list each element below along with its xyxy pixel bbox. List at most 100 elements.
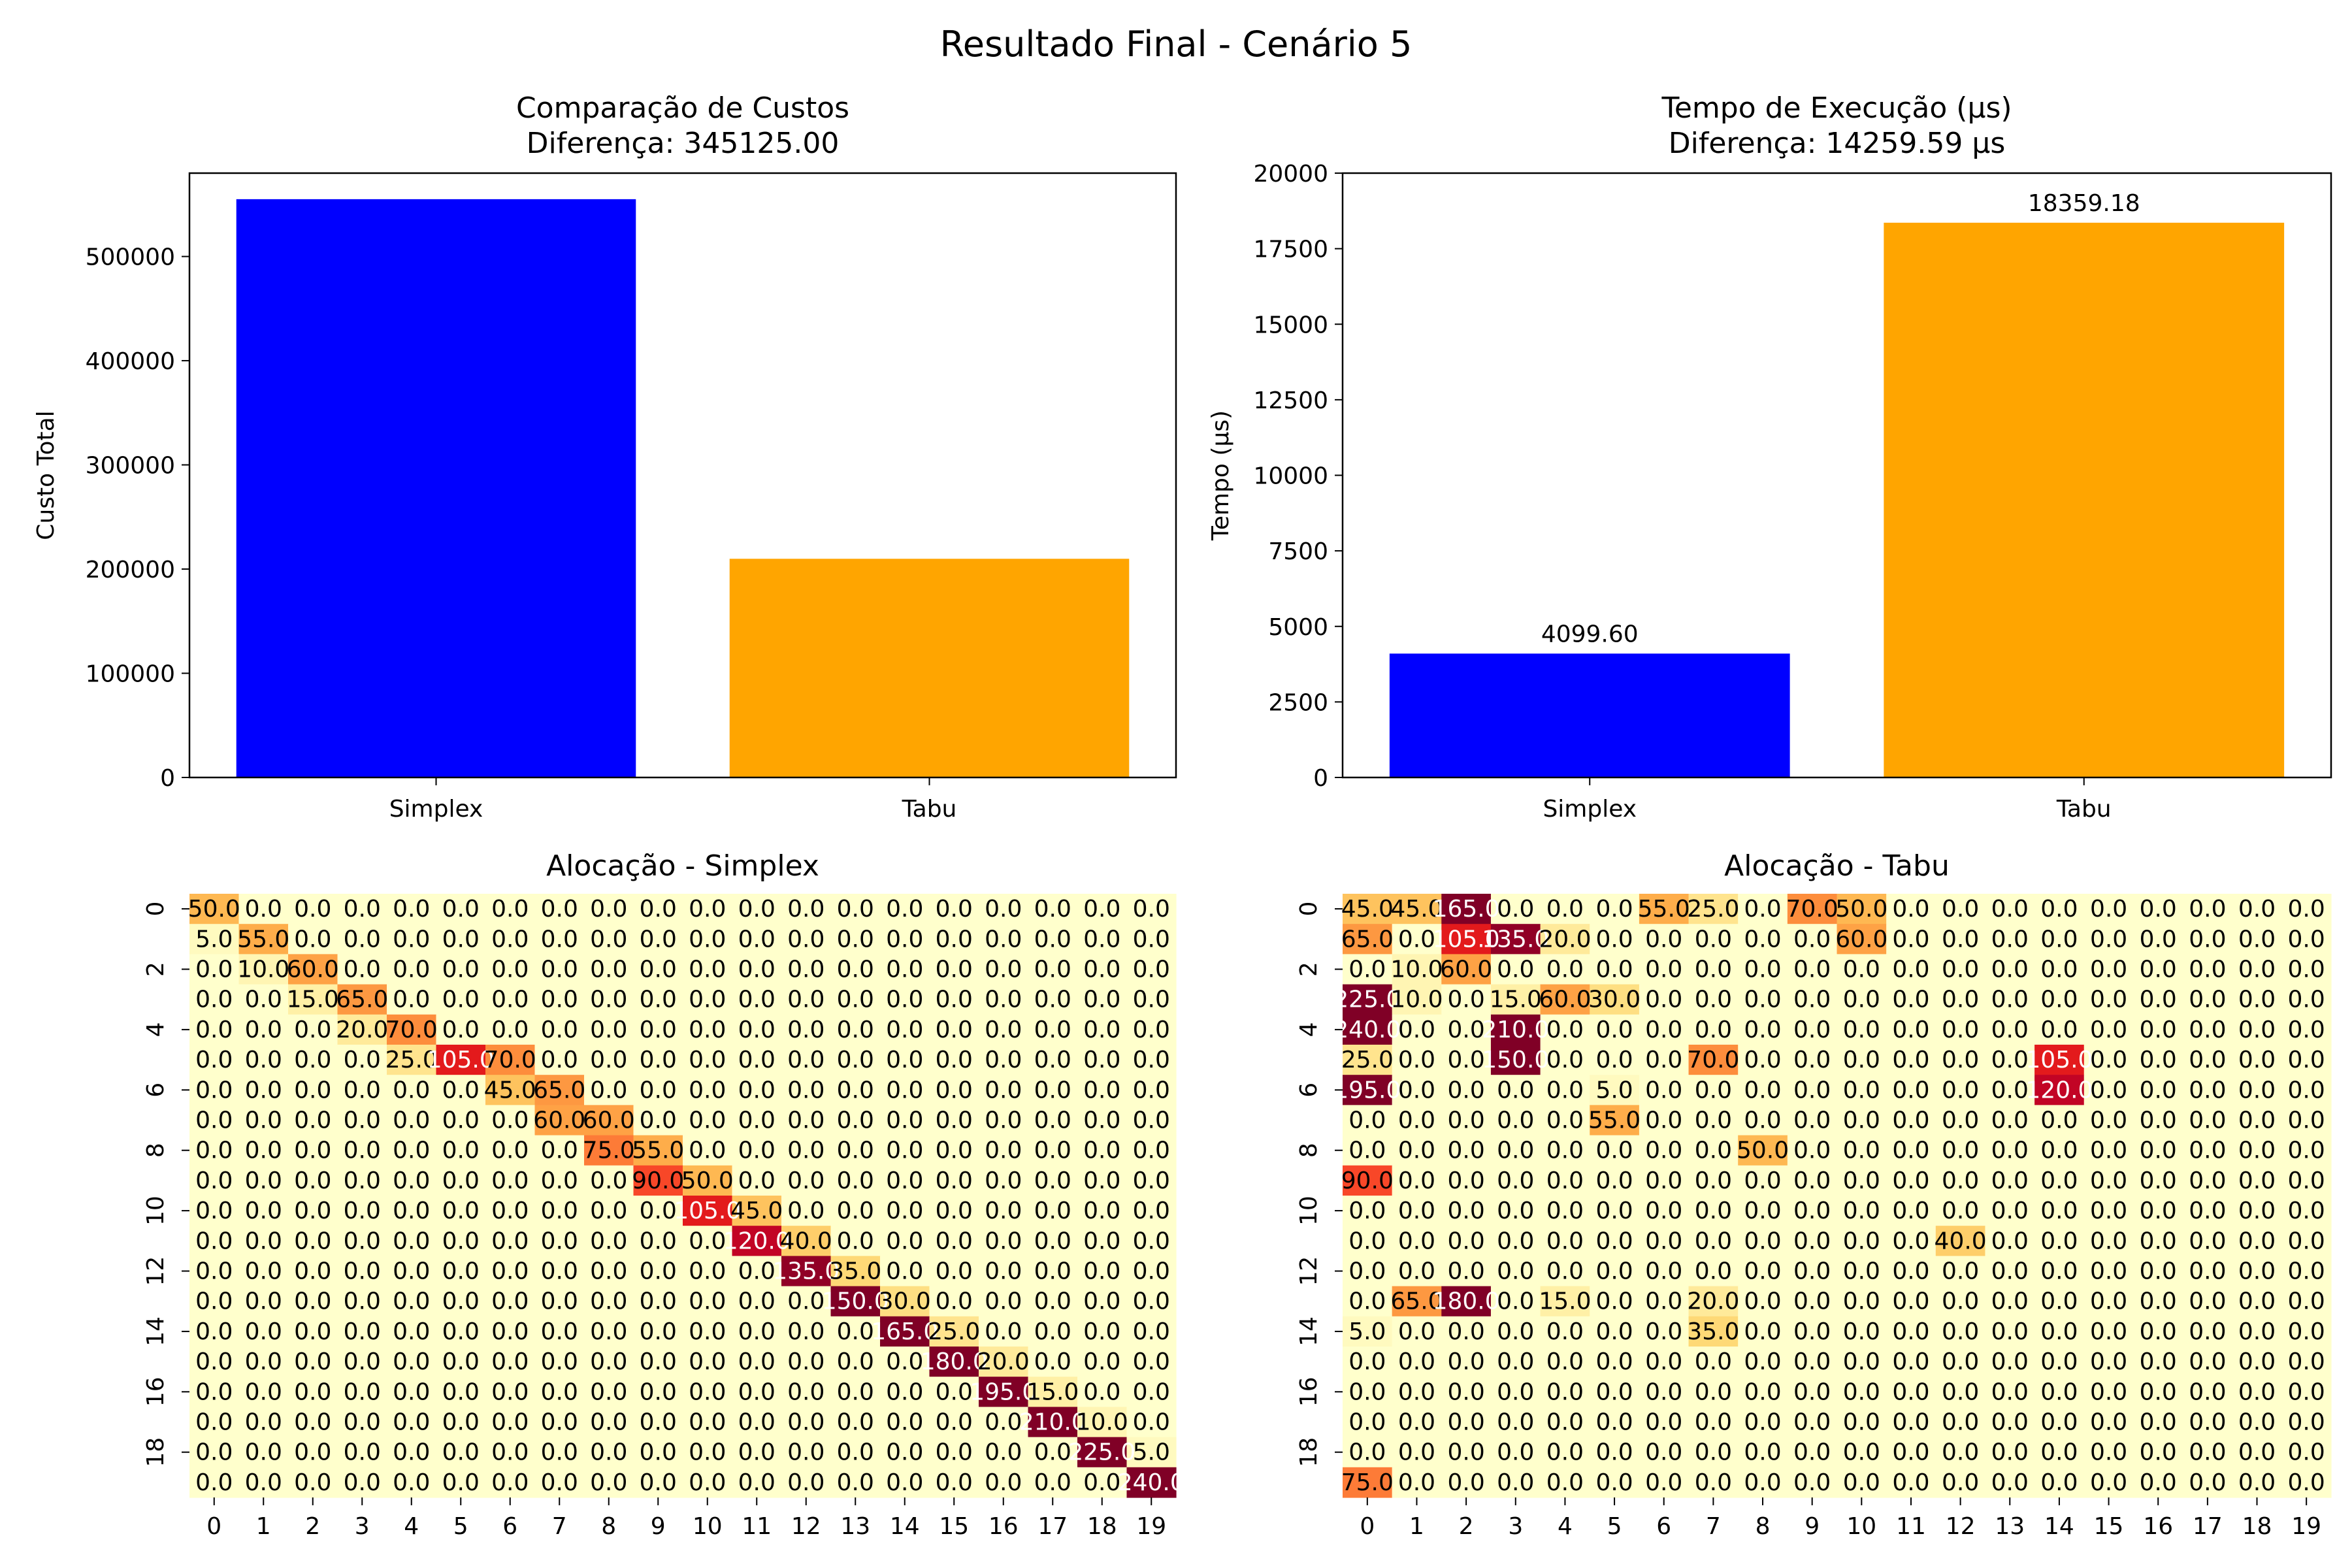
cell-value: 0.0 [2288, 1469, 2325, 1496]
cell-value: 0.0 [936, 1409, 973, 1436]
heatmap-cell [387, 1014, 437, 1045]
heatmap-cell [337, 1256, 387, 1287]
heatmap-cell [2083, 1165, 2134, 1196]
heatmap-cell [633, 1135, 683, 1166]
heatmap-cell [1126, 1347, 1177, 1377]
heatmap-cell [1935, 1105, 1986, 1136]
heatmap-cell [1985, 1226, 2035, 1256]
cell-value: 0.0 [2238, 1017, 2276, 1043]
cell-value: 0.0 [590, 1379, 627, 1405]
cell-value: 0.0 [1595, 1379, 1633, 1405]
x-tick-label: 1 [256, 1513, 271, 1540]
y-tick-label: 20000 [1253, 161, 1328, 188]
heatmap-cell [929, 894, 979, 924]
heatmap-cell [189, 954, 240, 985]
heatmap-cell [485, 1196, 536, 1226]
y-tick-label: 15000 [1253, 312, 1328, 338]
cell-value: 0.0 [2140, 1258, 2177, 1285]
heatmap-cell [880, 894, 930, 924]
heatmap-cell [387, 984, 437, 1015]
heatmap-cell [1540, 1135, 1590, 1166]
cell-value: 0.0 [2288, 1168, 2325, 1194]
heatmap-cell [2183, 1105, 2233, 1136]
cell-value: 0.0 [1744, 1348, 1781, 1375]
cell-value: 0.0 [985, 896, 1022, 923]
cell-value: 0.0 [2140, 987, 2177, 1013]
heatmap-cell [1392, 984, 1442, 1015]
heatmap-cell [633, 1437, 683, 1468]
heatmap-cell [436, 1377, 486, 1407]
cell-value: 0.0 [195, 1409, 233, 1436]
cell-value: 0.0 [442, 896, 480, 923]
cell-value: 0.0 [1942, 1288, 1979, 1315]
cell-value: 0.0 [1546, 1318, 1584, 1345]
cell-value: 0.0 [2238, 1107, 2276, 1134]
heatmap-cell [436, 1045, 486, 1075]
cell-value: 0.0 [1892, 1047, 1929, 1073]
heatmap-cell [1787, 1014, 1838, 1045]
cell-value: 0.0 [491, 1318, 529, 1345]
cell-value: 0.0 [1645, 956, 1682, 983]
cell-value: 5.0 [195, 926, 233, 953]
cell-value: 0.0 [245, 1077, 282, 1103]
cell-value: 0.0 [1546, 1168, 1584, 1194]
heatmap-cell [387, 1135, 437, 1166]
heatmap-cell [880, 1437, 930, 1468]
heatmap-cell [979, 1316, 1029, 1347]
heatmap-cell [1077, 1165, 1128, 1196]
cell-value: 0.0 [2238, 1318, 2276, 1345]
cell-value: 0.0 [738, 1288, 776, 1315]
cell-value: 0.0 [689, 926, 726, 953]
cell-value: 0.0 [1892, 956, 1929, 983]
cell-value: 0.0 [2189, 1228, 2226, 1254]
heatmap-cell [633, 924, 683, 955]
heatmap-cell [781, 1075, 832, 1105]
y-tick-label: 300000 [86, 453, 175, 480]
cell-value: 0.0 [1497, 1168, 1534, 1194]
cell-value: 0.0 [1083, 1017, 1120, 1043]
y-tick-label: 12500 [1253, 387, 1328, 414]
cell-value: 0.0 [294, 1318, 331, 1345]
cell-value: 0.0 [344, 1137, 381, 1164]
cell-value: 180.0 [921, 1348, 988, 1375]
cell-value: 0.0 [1843, 1439, 1880, 1466]
heatmap-cell [387, 1045, 437, 1075]
heatmap-cell [830, 924, 881, 955]
cell-value: 105.0 [674, 1198, 741, 1224]
heatmap-cell [238, 984, 289, 1015]
cell-value: 0.0 [541, 926, 578, 953]
heatmap-cell [2133, 1045, 2183, 1075]
heatmap-cell [337, 1316, 387, 1347]
heatmap-cell [1639, 1135, 1690, 1166]
heatmap-cell [1837, 1135, 1887, 1166]
heatmap-cell [1837, 984, 1887, 1015]
cell-value: 0.0 [1645, 1077, 1682, 1103]
cell-value: 0.0 [689, 1348, 726, 1375]
x-tick-label: Tabu [2056, 796, 2112, 823]
cell-value: 0.0 [1083, 1228, 1120, 1254]
cell-value: 0.0 [936, 1379, 973, 1405]
cell-value: 0.0 [245, 1318, 282, 1345]
heatmap-cell [1490, 1165, 1541, 1196]
cell-value: 0.0 [1034, 1288, 1071, 1315]
cell-value: 0.0 [1744, 1017, 1781, 1043]
heatmap-cell [1490, 1014, 1541, 1045]
heatmap-cell [979, 1135, 1029, 1166]
heatmap-cell [1392, 1014, 1442, 1045]
cell-value: 0.0 [590, 1288, 627, 1315]
heatmap-cell [732, 924, 782, 955]
cell-value: 50.0 [1835, 896, 1887, 923]
heatmap-cell [1028, 1377, 1078, 1407]
heatmap-cell [1639, 1105, 1690, 1136]
heatmap-cell [1077, 1347, 1128, 1377]
cell-value: 0.0 [1497, 1379, 1534, 1405]
cell-value: 0.0 [245, 1198, 282, 1224]
cell-value: 0.0 [1744, 1288, 1781, 1315]
cell-value: 0.0 [837, 1348, 874, 1375]
cell-value: 0.0 [2189, 1288, 2226, 1315]
cell-value: 0.0 [2140, 1168, 2177, 1194]
heatmap-cell [2281, 1045, 2332, 1075]
heatmap-cell [1077, 1045, 1128, 1075]
heatmap-cell [534, 1014, 585, 1045]
